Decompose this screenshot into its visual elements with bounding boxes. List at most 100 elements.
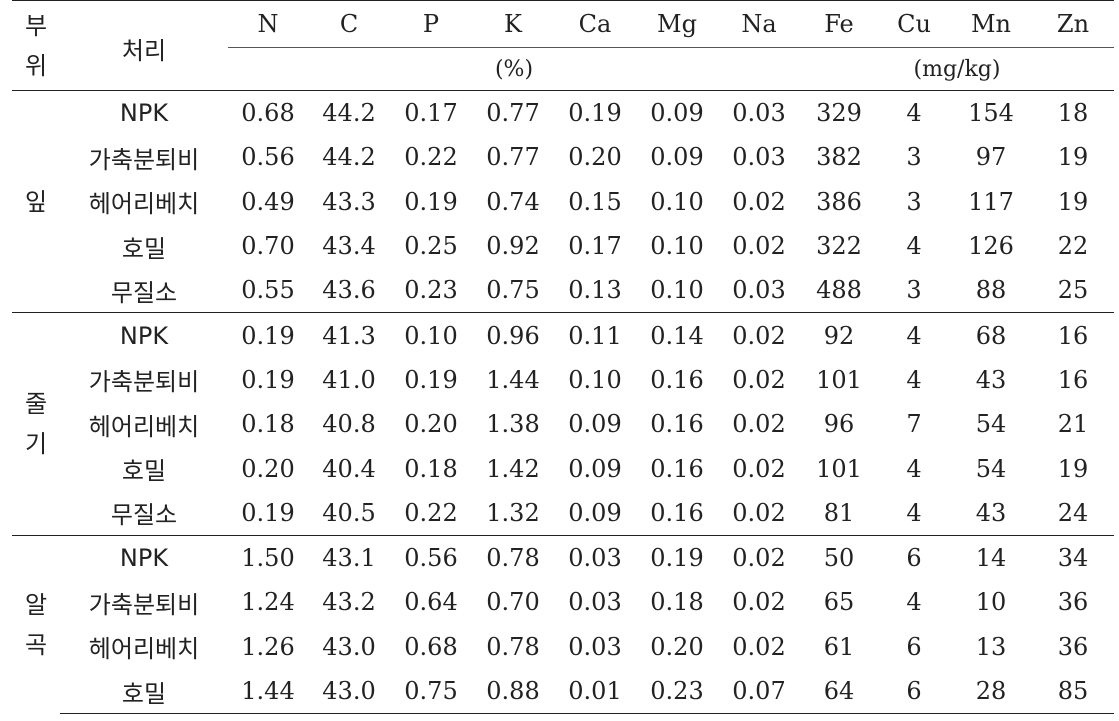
value-cell: 0.07 xyxy=(718,668,800,715)
value-cell: 0.78 xyxy=(472,534,554,581)
part-char: 줄 xyxy=(24,390,48,419)
element-header: Na xyxy=(718,0,800,48)
value-cell: 13 xyxy=(975,632,1007,661)
part-cell: 잎 xyxy=(12,91,60,313)
value-cell: 0.49 xyxy=(241,187,295,216)
value-cell: 0.92 xyxy=(486,232,540,261)
value-cell: 382 xyxy=(816,143,862,172)
value-cell: 36 xyxy=(1057,588,1089,617)
value-cell: 0.19 xyxy=(241,498,295,527)
value-cell: 4 xyxy=(906,454,922,483)
value-cell: 3 xyxy=(906,187,922,216)
group-leaf: 잎 NPK 0.68 44.2 0.17 0.77 0.19 0.09 0.03 329 4 154 1… xyxy=(12,91,1114,313)
element-header: N xyxy=(228,0,308,48)
value-cell: 0.19 xyxy=(241,365,295,394)
value-cell: 24 xyxy=(1057,498,1089,527)
value-cell: 0.19 xyxy=(568,99,622,128)
value-cell: 0.02 xyxy=(732,187,786,216)
value-cell: 25 xyxy=(1057,276,1089,305)
value-cell: 4 xyxy=(878,312,950,358)
value-cell: 0.75 xyxy=(486,276,540,305)
value-cell: 6 xyxy=(906,632,922,661)
group-grain: 알 곡 NPK 1.50 43.1 0.56 0.78 0.03 0.19 0.02 50 6 14 34… xyxy=(12,534,1114,715)
value-cell: 0.55 xyxy=(241,276,295,305)
value-cell: 81 xyxy=(823,498,855,527)
value-cell: 0.56 xyxy=(241,143,295,172)
value-cell: 0.03 xyxy=(554,534,636,581)
element-header: Mg xyxy=(636,0,718,48)
value-cell: 85 xyxy=(1032,668,1114,715)
table-row: 호밀 0.20 40.4 0.18 1.42 0.09 0.16 0.02 101 4 54 19 xyxy=(12,446,1114,490)
value-cell: 1.44 xyxy=(486,365,540,394)
table-row: 무질소 0.19 40.5 0.22 1.32 0.09 0.16 0.02 81 4 43 24 xyxy=(12,491,1114,536)
value-cell: 43.4 xyxy=(322,232,376,261)
value-cell: 329 xyxy=(816,99,862,128)
value-cell: 19 xyxy=(1057,187,1089,216)
value-cell: 1.24 xyxy=(241,588,295,617)
part-header: 부 위 xyxy=(12,0,60,91)
value-cell: 0.68 xyxy=(241,99,295,128)
unit-mgkg-label: (mg/kg) xyxy=(800,47,1114,91)
value-cell: 0.25 xyxy=(404,232,458,261)
value-cell: 4 xyxy=(906,232,922,261)
value-cell: 0.09 xyxy=(568,498,622,527)
value-cell: 0.02 xyxy=(732,588,786,617)
value-cell: 0.02 xyxy=(732,454,786,483)
part-char: 기 xyxy=(24,430,48,459)
table-row: 호밀 1.44 43.0 0.75 0.88 0.01 0.23 0.07 64 6 28 85 xyxy=(12,668,1114,715)
value-cell: 0.18 xyxy=(404,454,458,483)
value-cell: 0.19 xyxy=(228,312,308,358)
header-row-elements: 부 위 처리 N C P K Ca Mg Na Fe Cu Mn Zn xyxy=(12,0,1114,91)
element-header: Cu xyxy=(878,0,950,48)
value-cell: 3 xyxy=(906,276,922,305)
table-row: 줄 기 NPK 0.19 41.3 0.10 0.96 0.11 0.14 0.02 92 4 68 16 xyxy=(12,312,1114,536)
value-cell: 0.09 xyxy=(568,410,622,439)
value-cell: 97 xyxy=(975,143,1007,172)
value-cell: 0.20 xyxy=(568,143,622,172)
value-cell: 0.02 xyxy=(718,534,800,581)
value-cell: 0.03 xyxy=(568,588,622,617)
value-cell: 18 xyxy=(1057,99,1089,128)
value-cell: 96 xyxy=(823,410,855,439)
treatment-cell: 가축분퇴비 xyxy=(88,590,200,619)
treatment-cell: 헤어리베치 xyxy=(88,412,200,441)
value-cell: 0.02 xyxy=(732,365,786,394)
value-cell: 65 xyxy=(823,588,855,617)
value-cell: 4 xyxy=(906,365,922,394)
value-cell: 0.02 xyxy=(718,312,800,358)
value-cell: 0.19 xyxy=(636,534,718,581)
value-cell: 0.02 xyxy=(732,232,786,261)
value-cell: 0.88 xyxy=(472,668,554,715)
value-cell: 41.3 xyxy=(308,312,390,358)
value-cell: 4 xyxy=(906,588,922,617)
value-cell: 0.78 xyxy=(486,632,540,661)
value-cell: 16 xyxy=(1057,365,1089,394)
value-cell: 41.0 xyxy=(322,365,376,394)
value-cell: 0.09 xyxy=(650,143,704,172)
table-row: 잎 NPK 0.68 44.2 0.17 0.77 0.19 0.09 0.03 329 4 154 1… xyxy=(12,91,1114,216)
element-header: Ca xyxy=(554,0,636,48)
value-cell: 0.16 xyxy=(650,365,704,394)
value-cell: 16 xyxy=(1032,312,1114,358)
value-cell: 40.4 xyxy=(322,454,376,483)
value-cell: 322 xyxy=(816,232,862,261)
value-cell: 0.10 xyxy=(568,365,622,394)
value-cell: 44.2 xyxy=(322,143,376,172)
value-cell: 0.22 xyxy=(404,498,458,527)
value-cell: 14 xyxy=(950,534,1032,581)
value-cell: 0.23 xyxy=(636,668,718,715)
part-header-char: 위 xyxy=(24,51,48,80)
table-row: 호밀 0.70 43.4 0.25 0.92 0.17 0.10 0.02 322 4 126 22 xyxy=(12,224,1114,268)
value-cell: 0.10 xyxy=(650,232,704,261)
value-cell: 0.02 xyxy=(732,632,786,661)
treatment-cell: 호밀 xyxy=(121,234,167,263)
value-cell: 61 xyxy=(823,632,855,661)
value-cell: 1.32 xyxy=(486,498,540,527)
treatment-cell: NPK xyxy=(119,99,169,128)
value-cell: 6 xyxy=(878,668,950,715)
value-cell: 0.03 xyxy=(732,99,786,128)
value-cell: 0.02 xyxy=(732,410,786,439)
value-cell: 4 xyxy=(906,99,922,128)
value-cell: 0.74 xyxy=(486,187,540,216)
table-row: 가축분퇴비 0.56 44.2 0.22 0.77 0.20 0.09 0.03 382 3 97 1… xyxy=(12,135,1114,179)
